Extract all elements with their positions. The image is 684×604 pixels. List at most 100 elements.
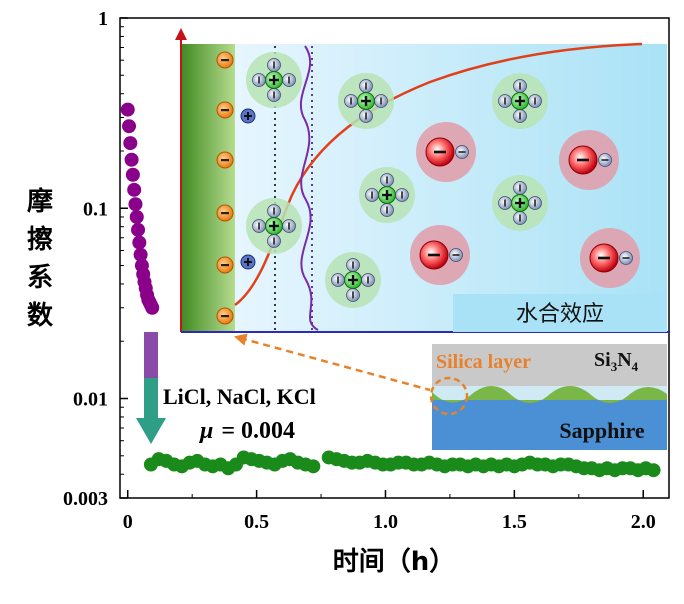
dipole-icon (519, 112, 521, 120)
data-point (123, 136, 138, 151)
data-point (646, 463, 661, 478)
hydrated-cation (246, 198, 302, 254)
y-tick-label: 0.003 (63, 488, 108, 510)
dipole-icon (337, 276, 339, 284)
dipole-icon (401, 191, 403, 199)
dipole-icon (386, 176, 388, 184)
plus-icon (247, 258, 249, 266)
minus-icon (434, 150, 446, 154)
hydrated-anion (580, 228, 640, 288)
dipole-icon (504, 97, 506, 105)
data-point (129, 209, 144, 224)
x-axis-label: 时间（h） (333, 547, 456, 577)
plot-frame (119, 17, 670, 499)
plus-icon (518, 198, 522, 208)
x-tick-label: 0.5 (244, 511, 269, 533)
zoom-connector (233, 333, 431, 392)
substrate-schematic: Silica layer Si3N4 Sapphire (429, 344, 667, 450)
dipole-icon (458, 151, 466, 153)
hydrated-anion (410, 225, 470, 285)
plus-icon (272, 75, 276, 85)
dipole-icon (519, 82, 521, 90)
hydrated-anion (416, 122, 476, 182)
dipole-icon (365, 112, 367, 120)
y-axis-label: 摩擦系数 (27, 186, 54, 331)
data-point (145, 300, 160, 315)
hydrated-anion (559, 130, 619, 190)
plus-icon (351, 275, 355, 285)
hydrated-cation (246, 52, 302, 108)
series-1 (143, 450, 661, 478)
wall-negative-charges (216, 51, 234, 325)
data-series (120, 102, 661, 478)
hydrated-cation (359, 167, 415, 223)
plus-icon (247, 112, 249, 120)
x-axis-ticks: 0 0.5 1.0 1.5 2.0 (123, 490, 656, 533)
data-point (306, 459, 321, 474)
x-tick-label: 2.0 (631, 511, 656, 533)
hydrated-cations (246, 52, 548, 308)
data-point (122, 119, 137, 134)
dipole-icon (273, 237, 275, 245)
data-point (133, 247, 148, 262)
minus-icon (598, 256, 610, 260)
minus-icon (221, 59, 229, 62)
data-point (128, 197, 143, 212)
dipole-icon (534, 199, 536, 207)
hydrated-cation (338, 73, 394, 129)
plus-icon (385, 190, 389, 200)
minus-icon (577, 158, 589, 162)
minus-icon (221, 212, 229, 215)
transition-arrow (136, 332, 166, 444)
series-0 (120, 102, 160, 315)
mu-annotation: μ = 0.004 (198, 418, 295, 444)
salt-annotation: LiCl, NaCl, KCl (163, 384, 316, 409)
minus-icon (221, 315, 229, 318)
sapphire-label: Sapphire (559, 418, 644, 443)
dipole-icon (288, 222, 290, 230)
dipole-icon (367, 276, 369, 284)
y-tick-label: 0.01 (73, 389, 108, 411)
dipole-icon (519, 184, 521, 192)
dipole-icon (534, 97, 536, 105)
dipole-icon (371, 191, 373, 199)
y-axis-ticks: 1 0.1 0.01 0.003 (63, 8, 128, 510)
dipole-icon (452, 254, 460, 256)
y-tick-label: 0.1 (83, 198, 108, 220)
charged-wall (181, 44, 235, 332)
hydration-inset: 水合效应 (175, 28, 670, 333)
density-oscillation (299, 45, 319, 331)
y-tick-label: 1 (98, 8, 108, 30)
data-point (124, 152, 139, 167)
plot-axes (119, 17, 670, 499)
dipole-icon (288, 76, 290, 84)
data-point (120, 102, 135, 117)
plus-icon (272, 221, 276, 231)
inset-label-box (453, 294, 667, 332)
dipole-icon (386, 206, 388, 214)
dipole-icon (601, 159, 609, 161)
dipole-icon (365, 82, 367, 90)
dipole-icon (380, 97, 382, 105)
dipole-icon (352, 291, 354, 299)
x-tick-label: 0 (123, 511, 133, 533)
dipole-icon (504, 199, 506, 207)
dipole-icon (273, 61, 275, 69)
data-point (132, 235, 147, 250)
x-tick-label: 1.0 (373, 511, 398, 533)
dipole-icon (258, 222, 260, 230)
plus-icon (518, 96, 522, 106)
silica-layer-shape (432, 386, 667, 403)
minus-icon (221, 264, 229, 267)
si3n4-label: Si3N4 (594, 349, 639, 374)
hydrated-cation (492, 73, 548, 129)
silica-label: Silica layer (436, 351, 531, 373)
hydrated-anions (410, 122, 640, 288)
dipole-icon (350, 97, 352, 105)
dipole-icon (622, 257, 630, 259)
dipole-icon (519, 214, 521, 222)
dipole-icon (273, 91, 275, 99)
minus-icon (221, 159, 229, 162)
dipole-icon (273, 207, 275, 215)
